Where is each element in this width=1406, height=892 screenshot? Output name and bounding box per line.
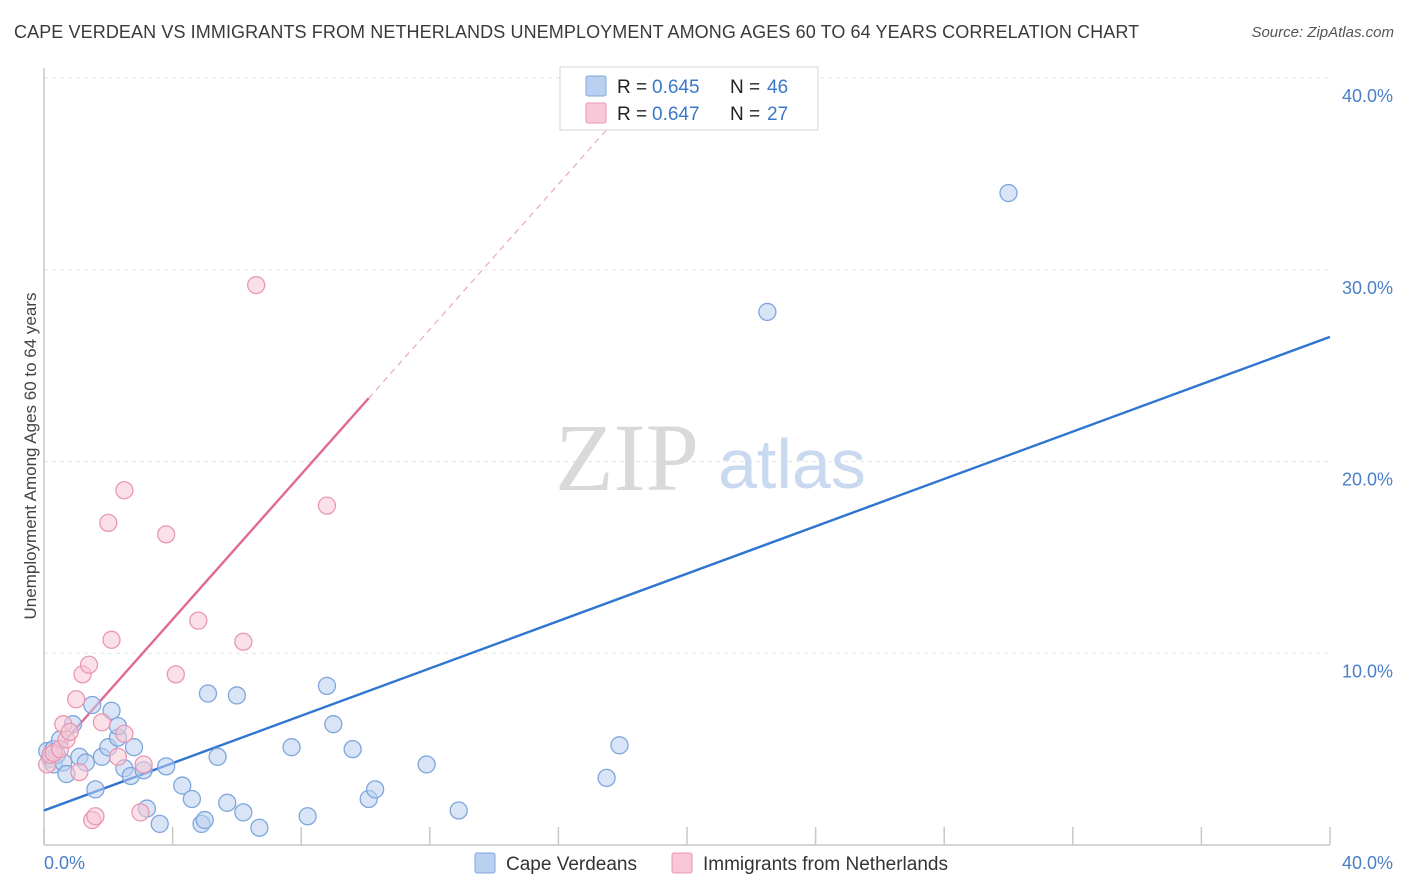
point-cape-verdeans-12 xyxy=(86,780,105,799)
legend-r-label-netherlands: R = xyxy=(617,104,647,125)
point-cape-verdeans-43 xyxy=(449,801,468,820)
legend-r-cape-verdeans: 0.645 xyxy=(652,77,700,98)
bottom-legend-label-netherlands: Immigrants from Netherlands xyxy=(703,854,948,875)
point-netherlands-19 xyxy=(131,803,150,822)
tick-layer: 10.0% 20.0% 30.0% 40.0% 0.0% 40.0% xyxy=(43,86,1393,873)
point-cape-verdeans-25 xyxy=(173,776,192,795)
point-cape-verdeans-24 xyxy=(157,757,176,776)
legend-n-cape-verdeans: 46 xyxy=(767,77,788,98)
y-tick-label-1: 20.0% xyxy=(1342,470,1393,490)
point-netherlands-7 xyxy=(67,690,86,709)
point-netherlands-25 xyxy=(247,275,266,295)
point-cape-verdeans-26 xyxy=(182,789,202,809)
legend-r-label-cape-verdeans: R = xyxy=(617,77,647,98)
point-netherlands-8 xyxy=(70,762,89,782)
point-layer xyxy=(38,183,1018,837)
point-netherlands-6 xyxy=(60,722,79,742)
legend-box: R = 0.645 N = 46 R = 0.647 N = 27 xyxy=(559,66,819,131)
x-tick-label-0: 0.0% xyxy=(44,853,85,873)
legend-n-netherlands: 27 xyxy=(767,104,788,125)
point-cape-verdeans-41 xyxy=(365,780,385,799)
point-netherlands-24 xyxy=(234,632,253,651)
point-cape-verdeans-42 xyxy=(417,755,436,774)
point-netherlands-22 xyxy=(166,665,185,684)
point-netherlands-23 xyxy=(189,611,208,630)
bottom-legend-swatch-netherlands xyxy=(671,852,693,874)
point-netherlands-12 xyxy=(86,807,105,826)
point-cape-verdeans-36 xyxy=(298,807,317,826)
legend-swatch-cape-verdeans xyxy=(585,75,607,97)
point-cape-verdeans-20 xyxy=(124,738,144,757)
point-netherlands-13 xyxy=(92,713,112,732)
point-netherlands-14 xyxy=(99,513,118,533)
point-cape-verdeans-34 xyxy=(250,818,269,837)
point-netherlands-15 xyxy=(102,630,121,649)
point-cape-verdeans-45 xyxy=(610,736,629,755)
trend-extension-netherlands xyxy=(368,129,608,399)
point-cape-verdeans-47 xyxy=(999,183,1018,203)
y-axis-label: Unemployment Among Ages 60 to 64 years xyxy=(21,293,40,620)
legend-swatch-netherlands xyxy=(585,102,607,124)
bottom-legend-label-cape-verdeans: Cape Verdeans xyxy=(506,854,637,875)
point-cape-verdeans-35 xyxy=(282,738,301,757)
point-cape-verdeans-23 xyxy=(150,814,169,834)
point-cape-verdeans-28 xyxy=(195,810,214,830)
chart-source: Source: ZipAtlas.com xyxy=(1251,24,1394,41)
point-netherlands-10 xyxy=(79,655,99,674)
point-netherlands-21 xyxy=(157,525,176,544)
legend-n-label-cape-verdeans: N = xyxy=(730,77,760,98)
point-cape-verdeans-30 xyxy=(208,747,227,766)
point-cape-verdeans-32 xyxy=(227,686,247,705)
watermark-zip: ZIP xyxy=(555,404,699,511)
y-tick-label-0: 10.0% xyxy=(1342,661,1393,681)
grid-layer xyxy=(44,77,1330,654)
point-cape-verdeans-38 xyxy=(324,715,343,734)
point-netherlands-20 xyxy=(134,755,153,774)
point-cape-verdeans-29 xyxy=(198,684,218,703)
watermark: ZIP atlas xyxy=(555,404,866,511)
bottom-legend: Cape Verdeans Immigrants from Netherland… xyxy=(474,852,948,875)
point-cape-verdeans-44 xyxy=(597,768,616,788)
legend-r-netherlands: 0.647 xyxy=(652,104,700,125)
y-tick-label-2: 30.0% xyxy=(1342,278,1393,298)
point-cape-verdeans-46 xyxy=(758,302,777,322)
point-cape-verdeans-37 xyxy=(317,676,337,695)
point-cape-verdeans-33 xyxy=(234,803,253,822)
y-tick-label-3: 40.0% xyxy=(1342,86,1393,106)
point-cape-verdeans-39 xyxy=(343,739,362,759)
legend-n-label-netherlands: N = xyxy=(730,104,760,125)
point-netherlands-16 xyxy=(108,747,128,766)
point-cape-verdeans-31 xyxy=(218,793,237,812)
point-netherlands-26 xyxy=(317,496,337,515)
bottom-legend-swatch-cape-verdeans xyxy=(474,852,496,874)
point-netherlands-18 xyxy=(115,481,134,500)
trend-line-cape-verdeans xyxy=(43,335,1331,812)
point-netherlands-17 xyxy=(115,724,134,743)
point-cape-verdeans-11 xyxy=(83,695,102,715)
watermark-atlas: atlas xyxy=(718,425,866,503)
x-tick-label-1: 40.0% xyxy=(1342,853,1393,873)
chart-title: CAPE VERDEAN VS IMMIGRANTS FROM NETHERLA… xyxy=(14,22,1140,42)
